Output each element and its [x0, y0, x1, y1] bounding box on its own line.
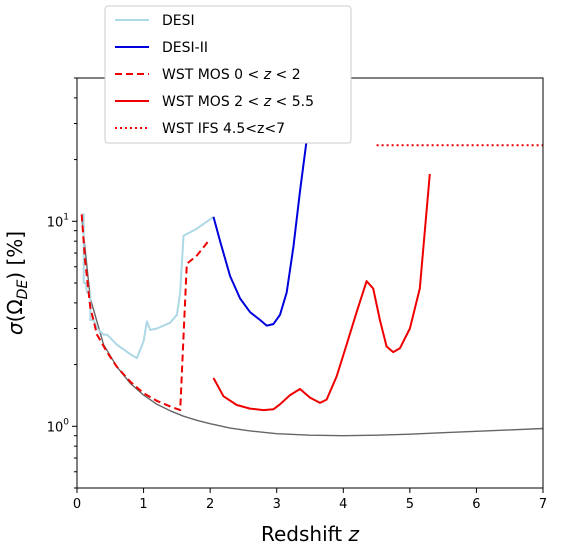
legend: DESI DESI-II WST MOS 0 < z < 2 WST MOS 2 < … — [104, 5, 352, 144]
series-layer — [80, 139, 543, 437]
x-tick-label: 1 — [139, 497, 147, 512]
x-tick-label: 0 — [73, 497, 81, 512]
x-tick-label: 4 — [339, 497, 347, 512]
series-line-envelope — [81, 216, 543, 437]
series-line-desi-ii — [212, 139, 308, 327]
x-axis-label: Redshift z — [261, 522, 360, 546]
x-tick-label: 3 — [273, 497, 281, 512]
x-tick-label: 7 — [539, 497, 547, 512]
series-line-wst-mos-0-z-2 — [80, 214, 211, 412]
ticks-layer: 0 1 2 3 4 5 6 7 100 101 — [47, 77, 547, 512]
x-tick-label: 5 — [406, 497, 414, 512]
legend-label: WST MOS 2 < z < 5.5 — [162, 94, 314, 110]
legend-label: WST IFS 4.5<z<7 — [162, 121, 285, 137]
y-tick-label: 101 — [47, 212, 69, 230]
x-tick-label: 6 — [472, 497, 480, 512]
legend-label: DESI — [162, 13, 195, 29]
legend-label: DESI-II — [162, 40, 208, 56]
series-line-wst-mos-2-z-5-5 — [212, 173, 431, 412]
y-axis-label: σ(ΩDE) [%] — [3, 231, 31, 335]
y-tick-label: 100 — [47, 417, 70, 435]
legend-label: WST MOS 0 < z < 2 — [162, 67, 301, 83]
x-tick-label: 2 — [206, 497, 214, 512]
legend-box — [104, 5, 352, 144]
series-line-desi — [81, 213, 215, 360]
